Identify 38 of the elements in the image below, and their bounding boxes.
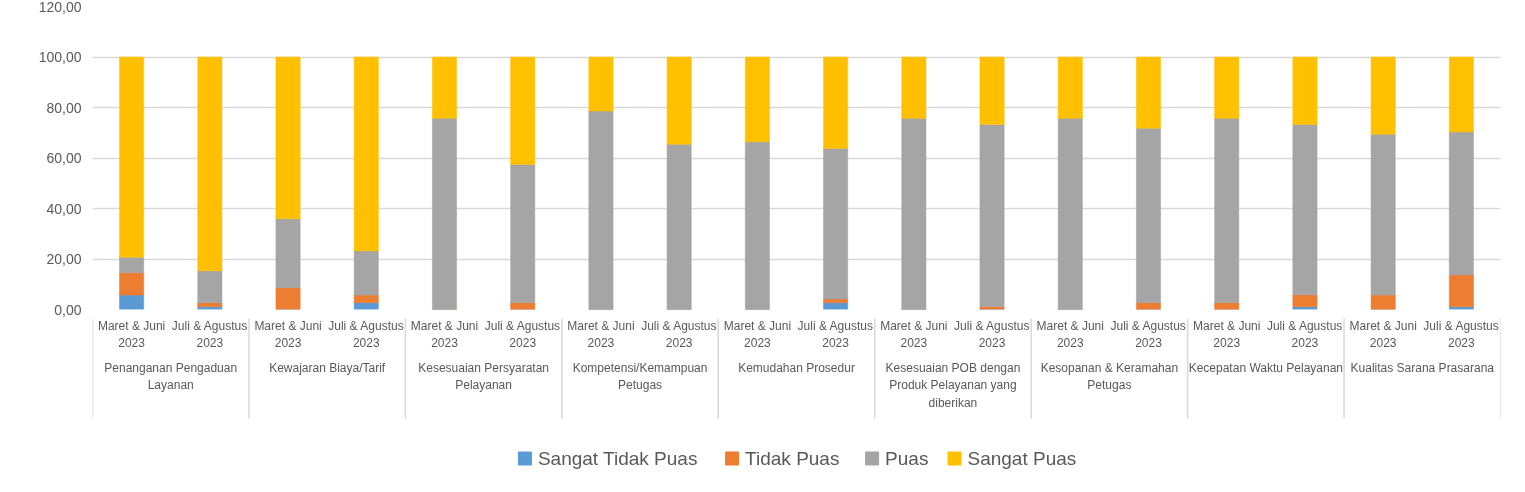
x-tick-label: Maret & Juni 2023	[410, 318, 479, 350]
y-tick-label: 0,00	[54, 301, 82, 318]
x-tick-label: Juli & Agustus 2023	[1110, 318, 1186, 350]
text: Kemudahan Prosedur	[738, 360, 855, 375]
x-tick-label: Juli & Agustus 2023	[1423, 318, 1499, 350]
x-tick-label: Maret & Juni 2023	[567, 318, 635, 350]
y-tick-label: 80,00	[46, 99, 82, 116]
legend-label: Sangat Puas	[967, 448, 1077, 469]
y-tick-label: 100,00	[38, 49, 82, 65]
text: Kesesuaian Persyaratan Pelayanan	[418, 360, 549, 392]
x-tick-label: Juli & Agustus 2023	[641, 318, 717, 350]
text: Penanganan Pengaduan Layanan	[104, 360, 238, 392]
text: Kesesuaian POB dengan Produk Pelayanan yang diberikan	[885, 360, 1021, 410]
x-tick-label: Juli & Agustus 2023	[484, 318, 561, 350]
legend-label: Tidak Puas	[745, 448, 840, 469]
x-tick-label: Maret & Juni 2023	[723, 318, 792, 350]
x-tick-label: Juli & Agustus 2023	[328, 318, 404, 350]
x-tick-label: Maret & Juni 2023	[1193, 318, 1261, 350]
x-tick-label: Maret & Juni 2023	[254, 318, 322, 350]
text: Kewajaran Biaya/Tarif	[269, 360, 386, 375]
legend-label: Sangat Tidak Puas	[537, 448, 698, 469]
y-tick-label: 40,00	[46, 200, 82, 217]
text: Kualitas Sarana Prasarana	[1350, 360, 1495, 375]
y-tick-label: 120,00	[38, 0, 82, 15]
x-tick-label: Maret & Juni 2023	[97, 318, 166, 350]
text: Kompetensi/Kemampuan Petugas	[572, 360, 708, 392]
x-tick-label: Juli & Agustus 2023	[1266, 318, 1343, 350]
text: Kesopanan & Keramahan Petugas	[1040, 360, 1179, 392]
x-tick-label: Maret & Juni 2023	[1036, 318, 1104, 350]
legend-label: Puas	[885, 448, 929, 469]
x-tick-label: Juli & Agustus 2023	[171, 318, 248, 350]
x-tick-label: Juli & Agustus 2023	[797, 318, 873, 350]
x-tick-label: Juli & Agustus 2023	[954, 318, 1030, 350]
y-tick-label: 60,00	[46, 150, 82, 166]
x-tick-label: Maret & Juni 2023	[1349, 318, 1417, 350]
text: Kecepatan Waktu Pelayanan	[1188, 360, 1343, 375]
y-tick-label: 20,00	[46, 251, 82, 267]
x-tick-label: Maret & Juni 2023	[880, 318, 948, 350]
